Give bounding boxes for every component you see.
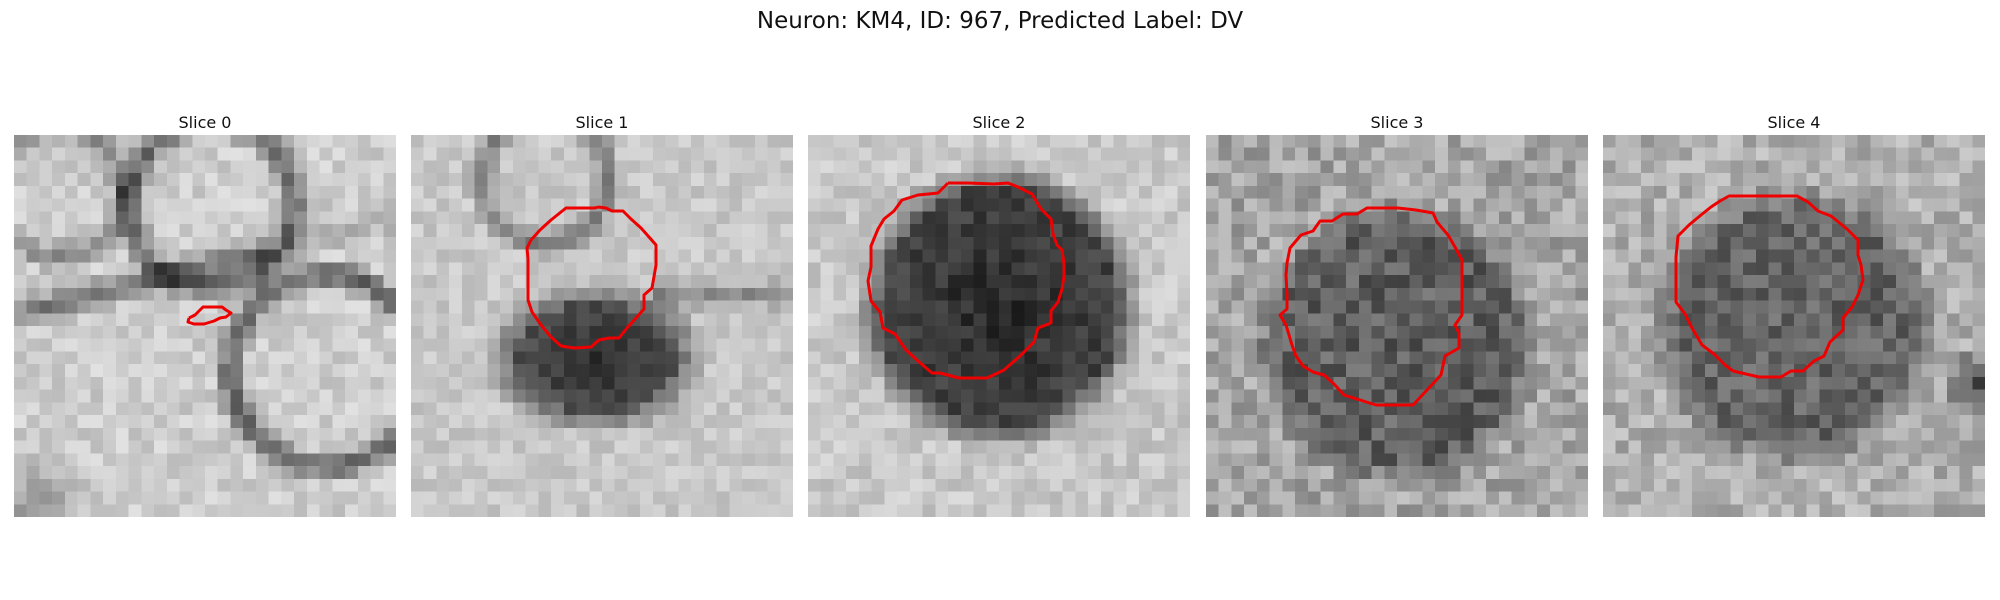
micrograph-2 xyxy=(808,135,1190,517)
slice-title-1: Slice 1 xyxy=(575,113,629,132)
roi-overlay-2 xyxy=(866,181,1066,380)
micrograph-1 xyxy=(411,135,793,517)
roi-overlay-3 xyxy=(1278,206,1464,407)
roi-overlay-0 xyxy=(186,305,233,326)
slice-panel-0: Slice 0 xyxy=(14,112,396,517)
slice-image-3 xyxy=(1206,135,1588,517)
micrograph-4 xyxy=(1603,135,1985,517)
micrograph-0 xyxy=(14,135,396,517)
micrograph-3 xyxy=(1206,135,1588,517)
roi-contour-4 xyxy=(1674,194,1865,379)
figure-title: Neuron: KM4, ID: 967, Predicted Label: D… xyxy=(756,8,1244,34)
slice-title-0: Slice 0 xyxy=(178,113,232,132)
slice-panel-1: Slice 1 xyxy=(411,112,793,517)
roi-overlay-4 xyxy=(1674,194,1865,379)
slice-title-3: Slice 3 xyxy=(1370,113,1424,132)
slice-image-0 xyxy=(14,135,396,517)
slice-panel-2: Slice 2 xyxy=(808,112,1190,517)
slice-image-2 xyxy=(808,135,1190,517)
roi-contour-2 xyxy=(866,181,1066,380)
slice-title-2: Slice 2 xyxy=(972,113,1026,132)
slice-image-1 xyxy=(411,135,793,517)
slice-title-4: Slice 4 xyxy=(1767,113,1821,132)
roi-contour-3 xyxy=(1278,206,1464,407)
slice-panel-3: Slice 3 xyxy=(1206,112,1588,517)
roi-contour-1 xyxy=(525,205,658,350)
roi-contour-0 xyxy=(186,305,233,326)
roi-overlay-1 xyxy=(525,205,658,350)
slice-image-4 xyxy=(1603,135,1985,517)
slice-panel-4: Slice 4 xyxy=(1603,112,1985,517)
